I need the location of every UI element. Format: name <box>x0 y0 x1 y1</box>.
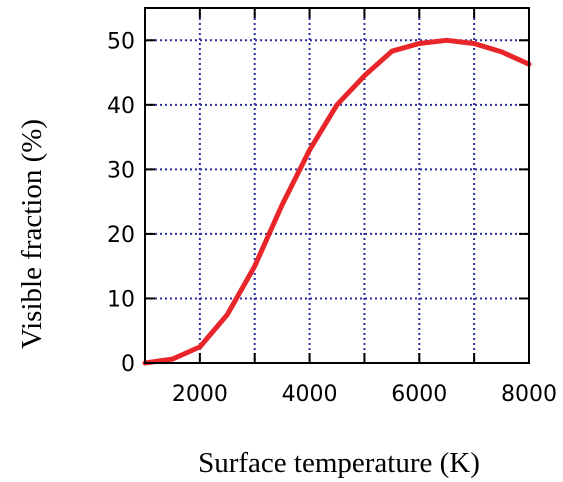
plot-frame <box>144 7 530 364</box>
series-line-group <box>142 37 532 366</box>
y-tick-label: 30 <box>107 158 135 183</box>
y-axis-title: Visible fraction (%) <box>16 119 48 349</box>
y-tick-label: 0 <box>121 352 135 377</box>
y-tick-label: 40 <box>107 94 135 119</box>
x-tick-label: 8000 <box>501 382 557 407</box>
plot-border <box>144 7 530 364</box>
grid <box>145 8 529 363</box>
x-tick-label: 2000 <box>172 382 228 407</box>
y-tick-label: 10 <box>107 287 135 312</box>
x-tick-label: 6000 <box>391 382 447 407</box>
x-tick-label: 4000 <box>282 382 338 407</box>
ticks: 2000 4000 6000 8000 0 10 20 30 40 50 <box>107 8 557 407</box>
series-line <box>142 37 532 366</box>
x-axis-title: Surface temperature (K) <box>198 447 480 479</box>
y-tick-label: 20 <box>107 223 135 248</box>
y-tick-label: 50 <box>107 29 135 54</box>
